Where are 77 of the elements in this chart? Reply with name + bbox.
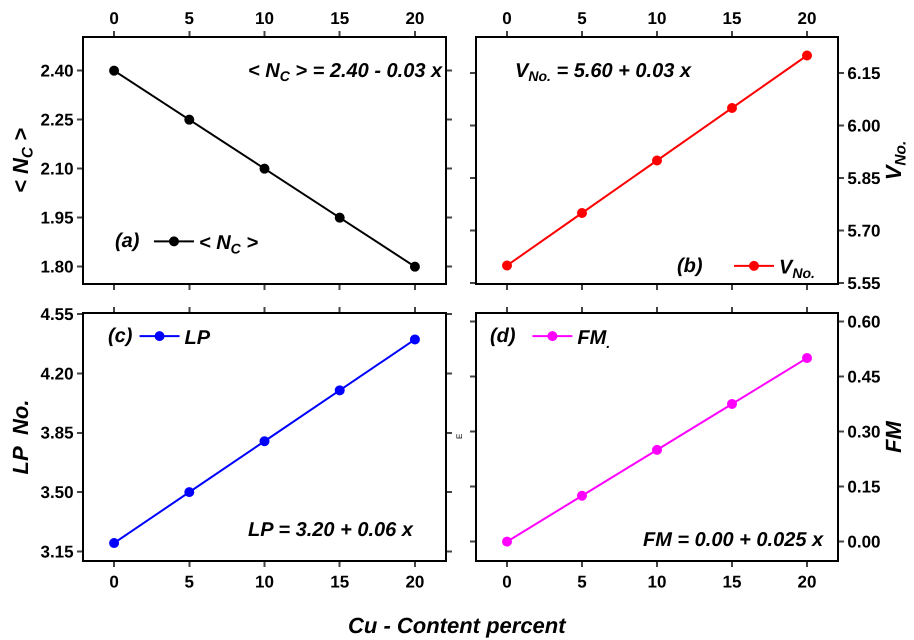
point [410,334,420,344]
point [727,398,737,409]
x-tick-label: 5 [577,9,587,28]
point [652,444,662,455]
point [502,536,512,547]
point [260,436,270,446]
x-tick-label: 15 [722,572,742,592]
point [577,490,587,501]
x-tick-label: 0 [109,572,119,592]
point [502,260,512,270]
x-tick-label: 5 [184,572,194,592]
y-tick-label: 0.60 [847,312,880,332]
point [184,114,194,125]
y-tick-label: 5.85 [847,168,880,188]
point [260,164,270,174]
x-tick-label: 0 [502,572,512,592]
y-tick-label: 0.00 [847,532,880,552]
x-axis-title: Cu - Content percent [348,613,568,638]
y-tick-label: 3.85 [40,424,74,443]
x-tick-label: 10 [648,572,666,592]
x-tick-label: 20 [405,572,424,592]
text: E [455,434,464,439]
point [577,208,587,218]
x-tick-label: 5 [184,9,194,28]
y-tick-label: 5.70 [847,221,880,240]
y-tick-label: 3.50 [40,483,74,502]
y-tick-label: 1.80 [40,258,74,277]
y-axis-title: FM [880,420,906,453]
legend-label: V$_{No.}$ [779,256,815,281]
y-tick-label: 3.15 [40,542,74,562]
y-tick-label: 1.95 [40,208,74,228]
y-tick-label: 4.20 [40,364,74,384]
x-tick-label: 10 [648,9,666,28]
point [802,50,812,60]
y-tick-label: 0.15 [847,478,880,497]
y-tick-label: 2.40 [40,62,74,81]
x-tick-label: 20 [405,9,424,28]
point [334,212,345,223]
y-tick-label: 5.55 [847,274,880,293]
point [802,353,812,364]
annotation: (a) [115,230,140,252]
annotation: (c) [108,325,133,347]
y-tick-label: 0.30 [847,422,880,442]
x-tick-label: 20 [798,9,816,28]
point [652,156,662,166]
point [334,385,345,396]
point [109,538,120,548]
point [184,487,194,498]
y-tick-label: 0.45 [847,367,880,386]
x-tick-label: 10 [255,9,274,28]
y-tick-label: 4.55 [40,304,74,324]
x-tick-label: 0 [502,9,512,28]
point [727,103,737,113]
annotation: LP = 3.20 + 0.06 x [248,519,414,541]
point [109,66,120,76]
y-tick-label: 6.00 [847,116,880,136]
legend-label: LP [184,326,211,349]
x-tick-label: 0 [109,9,119,28]
x-tick-label: 15 [330,9,350,28]
x-tick-label: 15 [722,9,742,28]
text: = 5.60 + 0.03 x [556,60,692,82]
x-tick-label: 15 [330,572,350,592]
x-tick-label: 20 [798,572,816,592]
x-tick-label: 10 [255,572,274,592]
legend-label: < N$_{C}$ > [198,232,258,256]
y-axis-title: LP No. [8,400,33,474]
annotation: (d) [490,325,516,347]
annotation: < N$_{C}$ > = 2.40 - 0.03 x [248,60,444,84]
legend-label: FM$_{.}$ [577,326,610,352]
y-axis-title: V$_{No.}$ [515,60,551,84]
annotation: (b) [677,255,703,277]
y-tick-label: 2.25 [40,110,74,130]
x-tick-label: 5 [577,572,587,592]
annotation: FM = 0.00 + 0.025 x [643,529,824,551]
y-tick-label: 2.10 [40,160,74,179]
point [410,262,420,272]
y-tick-label: 6.15 [847,64,880,83]
